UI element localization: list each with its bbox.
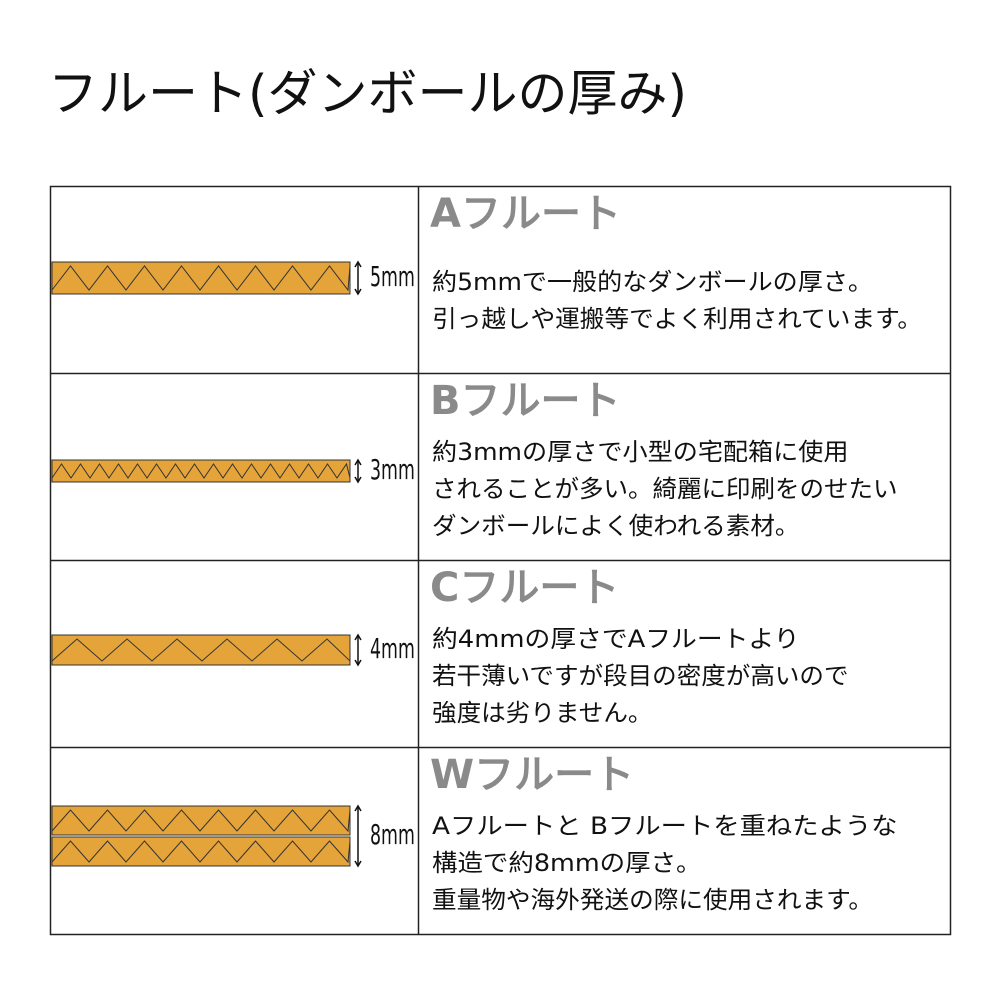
arrow-head [354, 633, 362, 667]
board [51, 836, 351, 867]
flute-wave [51, 265, 351, 292]
description-line: 引っ越しや運搬等でよく利用されています。 [432, 305, 922, 333]
description-line: 約5mmで一般的なダンボールの厚さ。 [432, 268, 873, 296]
description-line: 約4mmの厚さでAフルートより [432, 625, 800, 653]
arrow-head [354, 804, 362, 868]
flute-name: Wフルート [430, 752, 634, 798]
description-line: Aフルートと Bフルートを重ねたような [432, 812, 898, 840]
flute-wave [51, 809, 351, 833]
description-line: 約3mmの厚さで小型の宅配箱に使用 [432, 438, 849, 466]
page-title: フルート(ダンボールの厚み) [48, 65, 687, 123]
description-line: 構造で約8mmの厚さ。 [432, 849, 702, 877]
flute-name: Aフルート [430, 191, 621, 237]
flute-name: Cフルート [430, 565, 619, 611]
board [51, 459, 351, 483]
thickness-label: 4mm [370, 633, 415, 665]
description-line: 強度は劣りません。 [432, 699, 653, 727]
description-line: ダンボールによく使われる素材。 [432, 512, 800, 540]
description-line: 重量物や海外発送の際に使用されます。 [432, 886, 873, 914]
arrow-head [354, 260, 362, 296]
description-line: 若干薄いですが段目の密度が高いので [432, 662, 849, 690]
thickness-label: 8mm [370, 819, 415, 851]
flute-wave [51, 638, 351, 663]
flute-wave [51, 462, 351, 479]
description-line: されることが多い。綺麗に印刷をのせたい [432, 475, 898, 503]
arrow-head [354, 458, 362, 484]
thickness-label: 3mm [370, 454, 415, 486]
flute-wave [51, 840, 351, 864]
board [51, 805, 351, 836]
thickness-label: 5mm [370, 261, 415, 293]
flute-name: Bフルート [430, 378, 621, 424]
